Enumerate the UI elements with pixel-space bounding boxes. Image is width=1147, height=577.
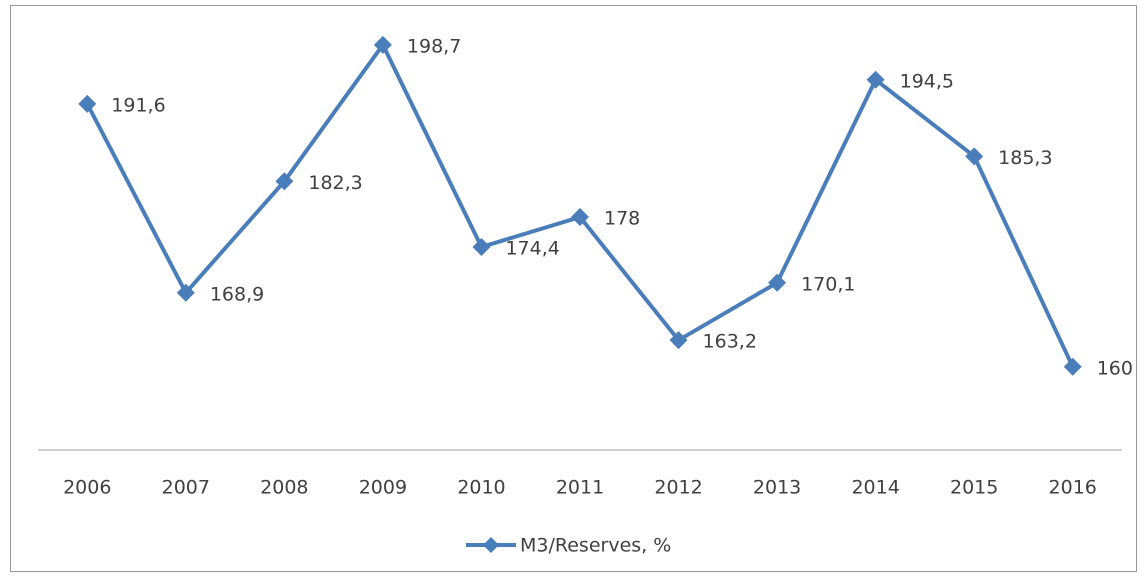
chart-frame <box>10 5 1137 572</box>
x-tick-label: 2008 <box>260 477 308 499</box>
x-tick-label: 2015 <box>950 477 998 499</box>
data-label: 191,6 <box>111 94 165 116</box>
data-label: 168,9 <box>210 283 264 305</box>
data-label: 194,5 <box>900 70 954 92</box>
data-label: 182,3 <box>308 172 362 194</box>
data-point <box>78 94 97 113</box>
x-tick-label: 2007 <box>162 477 210 499</box>
x-tick-label: 2009 <box>359 477 407 499</box>
x-tick-label: 2011 <box>556 477 604 499</box>
data-point <box>373 35 392 54</box>
x-tick-label: 2016 <box>1049 477 1097 499</box>
data-label: 185,3 <box>998 147 1052 169</box>
data-point <box>472 238 491 257</box>
x-tick-label: 2006 <box>63 477 111 499</box>
data-point <box>768 273 787 292</box>
data-point <box>1063 357 1082 376</box>
data-label: 174,4 <box>505 238 559 260</box>
x-tick-label: 2014 <box>851 477 899 499</box>
data-label: 160 <box>1097 357 1133 379</box>
x-tick-label: 2012 <box>654 477 702 499</box>
legend-label: M3/Reserves, % <box>520 535 671 557</box>
data-point <box>669 331 688 350</box>
data-point <box>866 70 885 89</box>
x-tick-label: 2010 <box>457 477 505 499</box>
data-label: 198,7 <box>407 35 461 57</box>
data-point <box>176 283 195 302</box>
data-label: 163,2 <box>703 331 757 353</box>
data-label: 178 <box>604 208 640 230</box>
data-point <box>275 172 294 191</box>
data-point <box>571 208 589 227</box>
legend-marker <box>483 537 499 553</box>
x-tick-label: 2013 <box>753 477 801 499</box>
data-label: 170,1 <box>801 273 855 295</box>
data-point <box>965 147 984 166</box>
